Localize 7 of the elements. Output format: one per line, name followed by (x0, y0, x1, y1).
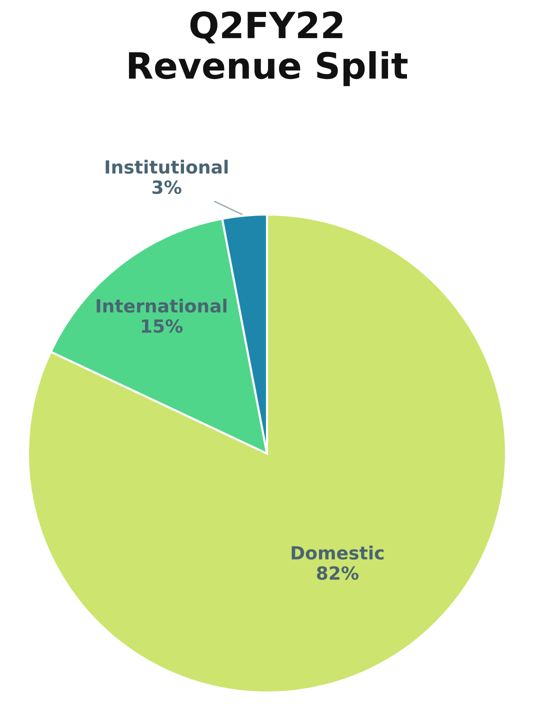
chart-title: Q2FY22 Revenue Split (128, 11, 408, 86)
data-label: 15% (142, 319, 183, 333)
data-label: 82% (316, 566, 358, 580)
slice-label: Domestic (292, 546, 384, 560)
slice-label: Institutional (106, 160, 228, 174)
data-label: 3% (152, 180, 182, 194)
slice-label: International (96, 298, 226, 313)
